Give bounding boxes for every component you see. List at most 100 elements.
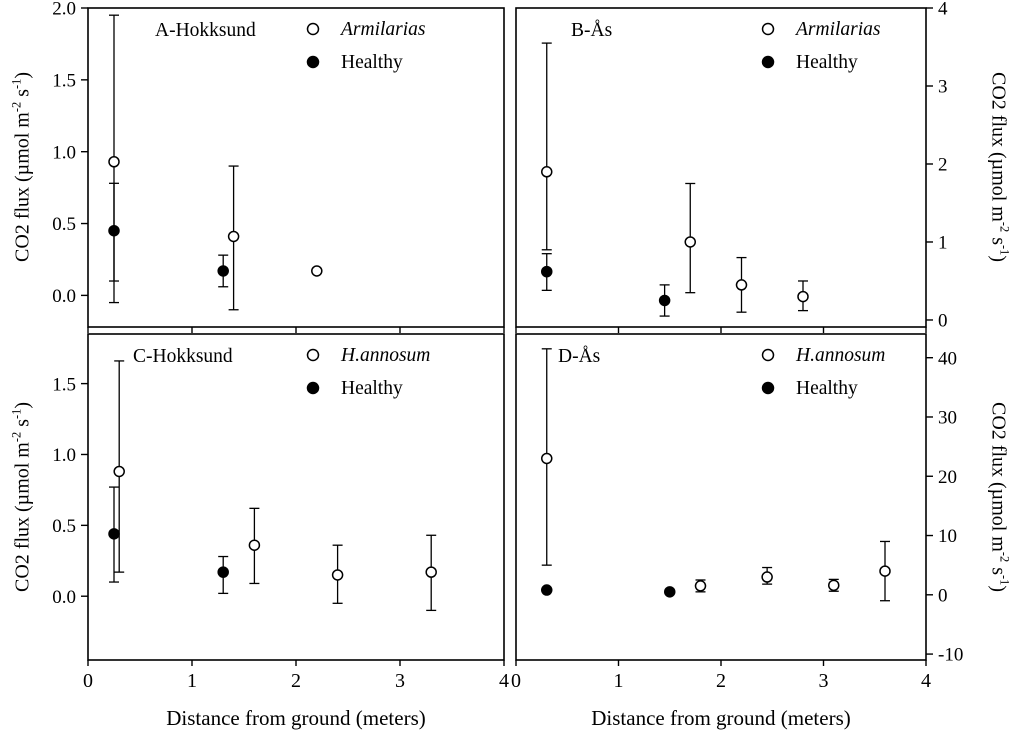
data-point-open [248,539,261,551]
legend-marker-open [306,348,320,362]
y-tick-label: 30 [938,408,957,429]
x-tick-label: 3 [395,670,405,692]
y-tick-label: 1.0 [52,142,76,163]
panel-label: A-Hokksund [155,20,256,41]
data-point-filled [108,528,120,540]
legend-label: Armilarias [339,19,426,40]
y-axis-title-segment: s [987,562,1010,575]
y-tick-label: -10 [938,645,963,666]
legend-label: Healthy [341,52,403,73]
legend-marker-filled [306,55,320,69]
y-tick-label: 0.5 [52,214,76,235]
x-tick-label: 0 [511,670,521,692]
panel-label: C-Hokksund [133,346,233,367]
data-point-open [879,565,891,577]
data-point-open [331,569,344,581]
panel-a: 0.0 0.5 1.0 1.5 2.0 A-Hokksund Armilarias Healt… [52,0,505,333]
plot-box [515,333,927,661]
y-axis-title-segment: -1 [9,408,24,420]
legend-label: Healthy [796,52,858,73]
y-axis-title-segment: s [11,89,34,102]
data-point-filled [541,265,553,278]
panel-label: B-Ås [571,20,612,41]
panel-b: 0 1 2 3 4 B-Ås Armilarias Healthy [515,0,948,333]
y-tick-label: 1.0 [52,445,76,466]
y-tick-label: 0.0 [52,286,76,307]
y-tick-label: 0 [938,585,948,606]
y-axis-title-segment: -2 [9,101,24,113]
y-tick-label: 0.5 [52,516,76,537]
data-point-open [311,265,323,277]
data-point-open [761,571,773,583]
data-point-open [684,236,696,248]
data-point-filled [664,586,676,598]
y-axis-title-segment: CO2 flux (µmol m [987,402,1010,552]
y-tick-label: 0 [938,311,948,332]
y-tick-label: 1.5 [52,374,76,395]
data-point-filled [658,294,671,307]
y-tick-label: 3 [938,77,948,98]
y-axis-title-segment: -1 [997,574,1012,586]
legend-marker-filled [761,55,775,69]
data-point-open [797,290,809,303]
x-tick-label: 0 [83,670,93,692]
legend-marker-open [306,22,320,36]
y-axis-title-segment: ) [987,255,1010,262]
y-axis-title-segment: s [987,232,1010,245]
y-axis-title-segment: ) [11,402,34,409]
legend-marker-filled [761,381,775,395]
data-point-open [541,166,553,178]
x-tick-label: 1 [187,670,197,692]
legend-marker-open [761,348,775,362]
plot-box [87,333,505,661]
x-tick-label: 4 [499,670,509,692]
data-point-open [113,465,125,478]
panel-d: -10 0 10 20 30 40 0 1 2 3 4 D-Ås H.annosum Healthy [511,333,963,692]
y-tick-label: 1 [938,233,948,254]
data-point-filled [541,584,553,596]
plot-box [87,7,505,328]
data-point-open [425,566,437,578]
legend-marker-filled [306,381,320,395]
data-point-filled [217,566,229,578]
x-tick-label: 4 [921,670,931,692]
y-tick-label: 2 [938,155,948,176]
y-axis-title-panel-a: CO2 flux (µmol m-2 s-1) [10,72,35,262]
legend-label: Healthy [796,378,858,399]
legend-marker-open [761,22,775,36]
y-axis-title-segment: ) [11,72,34,79]
y-tick-label: 0.0 [52,587,76,608]
x-axis-title-right: Distance from ground (meters) [591,706,851,730]
y-axis-title-segment: CO2 flux (µmol m [987,72,1010,222]
data-point-filled [217,265,229,277]
x-tick-label: 2 [291,670,301,692]
y-tick-label: 10 [938,526,957,547]
legend-label: Healthy [341,378,403,399]
y-tick-label: 1.5 [52,70,76,91]
data-point-open [108,156,120,168]
data-point-filled [108,224,120,237]
x-tick-label: 3 [819,670,829,692]
y-axis-title-panel-d: CO2 flux (µmol m-2 s-1) [987,402,1012,592]
y-axis-title-panel-b: CO2 flux (µmol m-2 s-1) [987,72,1012,262]
panel-label: D-Ås [558,346,600,367]
y-axis-title-segment: s [11,419,34,432]
legend-label: H.annosum [795,345,885,366]
y-axis-title-segment: ) [987,585,1010,592]
legend-label: Armilarias [794,19,881,40]
panel-c: 0.0 0.5 1.0 1.5 0 1 2 3 4 C-Hokksund H.annosum Heal… [52,333,509,692]
y-axis-title-segment: -1 [9,78,24,90]
data-point-open [735,279,748,291]
x-tick-label: 1 [614,670,624,692]
data-point-open [694,580,707,592]
y-axis-title-panel-c: CO2 flux (µmol m-2 s-1) [10,402,35,592]
y-axis-title-segment: -2 [997,221,1012,233]
plot-box [515,7,927,328]
y-axis-title-segment: CO2 flux (µmol m [11,442,34,592]
y-tick-label: 2.0 [52,0,76,20]
y-axis-title-segment: -2 [997,551,1012,563]
data-point-open [541,452,553,465]
y-tick-label: 40 [938,348,957,369]
data-point-open [227,230,240,243]
